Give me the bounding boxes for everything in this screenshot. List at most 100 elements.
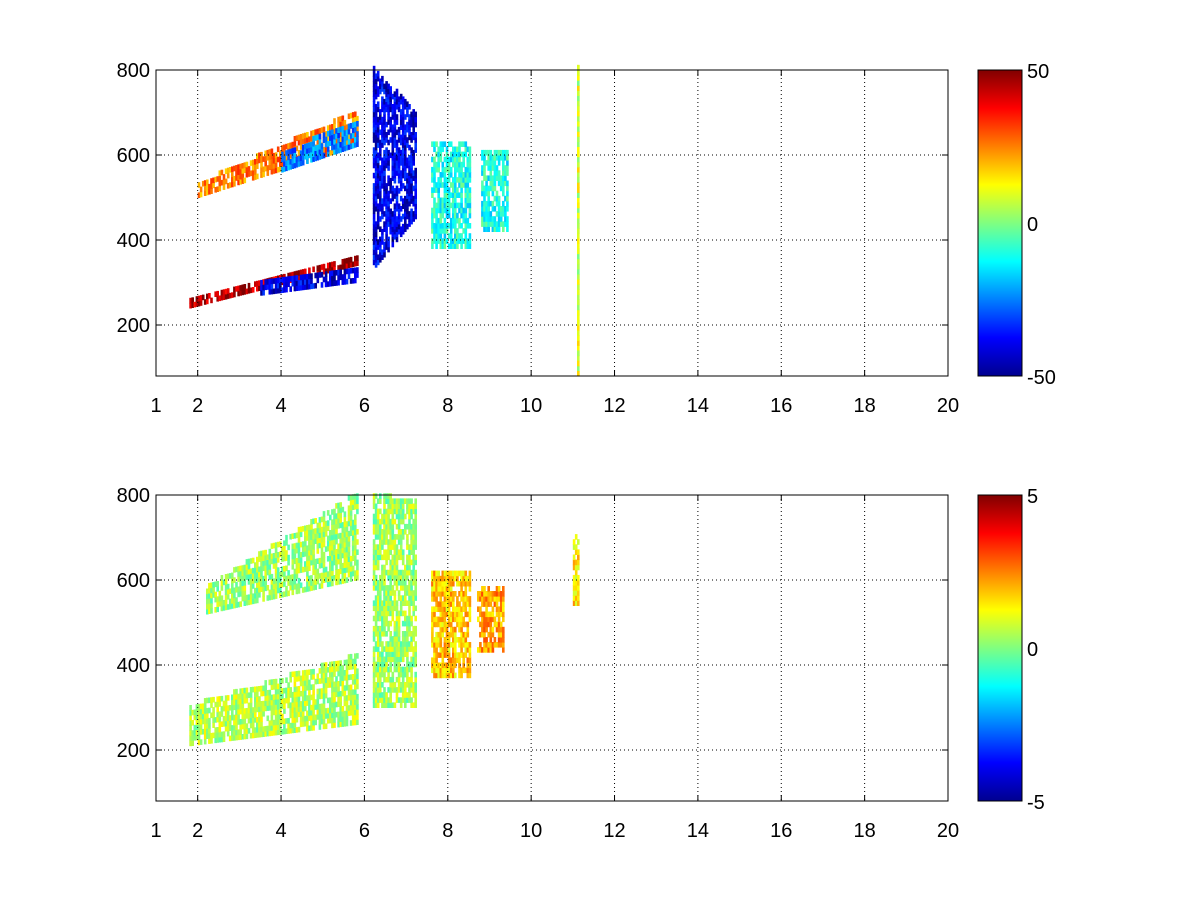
- heatmap-cell: [289, 676, 292, 683]
- heatmap-cell: [297, 161, 301, 167]
- heatmap-cell: [449, 642, 453, 648]
- heatmap-cell: [326, 581, 330, 588]
- heatmap-cell: [431, 586, 434, 592]
- heatmap-cell: [254, 696, 257, 703]
- heatmap-cell: [310, 273, 313, 279]
- heatmap-cell: [431, 166, 434, 173]
- heatmap-cell: [287, 544, 290, 551]
- heatmap-cell: [324, 672, 328, 678]
- heatmap-cell: [577, 126, 580, 132]
- heatmap-cell: [235, 714, 238, 720]
- heatmap-cell: [412, 702, 415, 708]
- heatmap-cell: [466, 647, 470, 653]
- heatmap-cell: [393, 666, 397, 673]
- heatmap-cell: [385, 600, 388, 606]
- heatmap-cell: [404, 114, 407, 120]
- heatmap-cell: [408, 195, 411, 202]
- heatmap-cell: [333, 707, 336, 713]
- heatmap-cell: [268, 730, 272, 737]
- heatmap-cell: [381, 569, 384, 576]
- heatmap-cell: [343, 511, 347, 517]
- heatmap-cell: [454, 161, 457, 168]
- heatmap-cell: [376, 203, 380, 209]
- heatmap-cell: [502, 200, 505, 207]
- heatmap-cell: [374, 134, 378, 141]
- heatmap-cell: [258, 696, 261, 702]
- heatmap-cell: [504, 180, 507, 187]
- heatmap-cell: [487, 616, 490, 623]
- heatmap-cell: [383, 646, 386, 652]
- heatmap-cell: [343, 274, 347, 280]
- heatmap-cell: [335, 660, 338, 667]
- heatmap-cell: [260, 157, 263, 163]
- heatmap-cell: [191, 302, 194, 308]
- heatmap-cell: [341, 141, 345, 147]
- heatmap-cell: [443, 611, 447, 618]
- plot-area-1: [155, 64, 949, 377]
- heatmap-cell: [389, 692, 392, 698]
- heatmap-cell: [491, 616, 495, 623]
- heatmap-cell: [460, 166, 463, 173]
- heatmap-cell: [466, 596, 470, 602]
- heatmap-cell: [452, 182, 455, 188]
- heatmap-cell: [391, 569, 395, 576]
- heatmap-cell: [214, 732, 217, 738]
- heatmap-cell: [408, 590, 411, 596]
- heatmap-cell: [389, 137, 392, 143]
- heatmap-cell: [301, 154, 305, 161]
- heatmap-cell: [283, 287, 286, 293]
- heatmap-cell: [228, 720, 232, 726]
- heatmap-cell: [331, 692, 334, 698]
- heatmap-cell: [404, 498, 407, 504]
- heatmap-cell: [397, 636, 401, 642]
- heatmap-cell: [351, 674, 355, 680]
- heatmap-cell: [447, 233, 451, 239]
- heatmap-cell: [312, 130, 315, 136]
- heatmap-cell: [391, 559, 395, 566]
- heatmap-cell: [452, 616, 455, 623]
- heatmap-cell: [399, 651, 403, 657]
- heatmap-cell: [291, 271, 295, 278]
- heatmap-cell: [468, 172, 472, 178]
- heatmap-cell: [460, 616, 463, 623]
- heatmap-cell: [381, 625, 384, 632]
- heatmap-cell: [445, 228, 449, 234]
- heatmap-cell: [191, 297, 194, 303]
- heatmap-cell: [376, 625, 380, 632]
- heatmap-cell: [435, 182, 438, 188]
- heatmap-cell: [458, 151, 461, 158]
- heatmap-cell: [577, 75, 580, 81]
- heatmap-cell: [341, 120, 345, 127]
- heatmap-cell: [326, 571, 330, 577]
- heatmap-cell: [383, 88, 386, 95]
- heatmap-cell: [491, 626, 495, 633]
- heatmap-cell: [483, 160, 486, 166]
- heatmap-cell: [341, 136, 345, 142]
- heatmap-cell: [406, 564, 409, 571]
- heatmap-cell: [395, 641, 399, 647]
- heatmap-cell: [460, 192, 463, 198]
- heatmap-cell: [326, 125, 330, 131]
- heatmap-cell: [333, 666, 336, 672]
- heatmap-cell: [387, 544, 390, 550]
- heatmap-cell: [437, 570, 440, 577]
- heatmap-cell: [256, 732, 259, 738]
- heatmap-cell: [310, 559, 313, 566]
- heatmap-cell: [268, 705, 272, 711]
- heatmap-cell: [308, 555, 311, 561]
- heatmap-cell: [316, 548, 320, 554]
- heatmap-cell: [433, 177, 436, 183]
- heatmap-cell: [335, 148, 338, 155]
- heatmap-cell: [408, 119, 411, 125]
- heatmap-cell: [489, 637, 493, 643]
- heatmap-cell: [287, 276, 290, 282]
- heatmap-cell: [445, 642, 449, 648]
- heatmap-cell: [468, 657, 472, 663]
- heatmap-cell: [331, 671, 334, 678]
- heatmap-cell: [347, 705, 351, 711]
- heatmap-cell: [379, 631, 382, 637]
- heatmap-cell: [435, 621, 438, 628]
- heatmap-cell: [337, 701, 340, 707]
- heatmap-cell: [312, 156, 315, 162]
- heatmap-cell: [433, 586, 436, 592]
